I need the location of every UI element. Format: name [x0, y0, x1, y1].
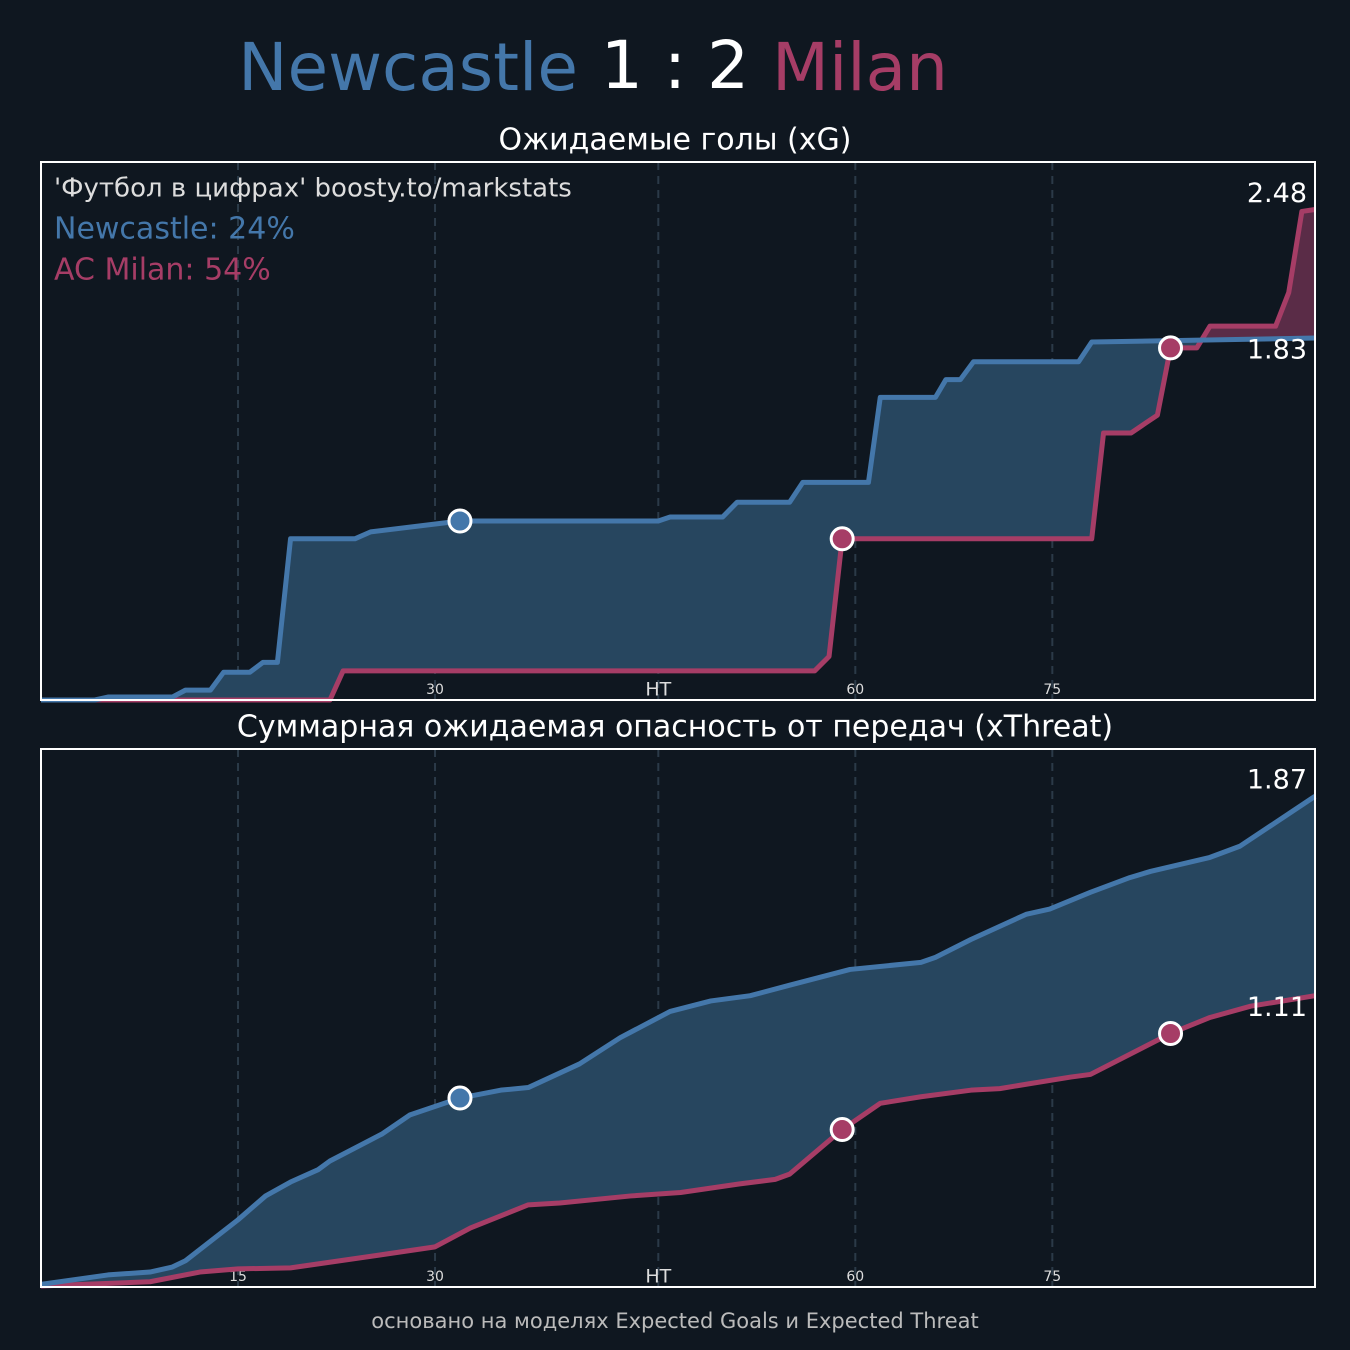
x-tick-label: 75	[1043, 1269, 1061, 1285]
x-tick-label: 60	[846, 682, 864, 698]
away-team: Milan	[772, 29, 948, 106]
annotation: Newcastle: 24%	[54, 212, 295, 247]
x-tick-label: 30	[426, 682, 444, 698]
end-value-label: 1.83	[1247, 335, 1307, 366]
x-tick-label: 30	[426, 1269, 444, 1285]
x-tick-label: HT	[645, 1266, 671, 1288]
annotation: AC Milan: 54%	[54, 253, 271, 288]
goal-marker	[1158, 1020, 1184, 1046]
goal-marker	[829, 1117, 855, 1143]
goal-marker	[447, 1085, 473, 1111]
series-line	[40, 993, 1316, 1289]
goal-marker	[829, 526, 855, 552]
series-line	[41, 206, 1316, 703]
end-value-label: 2.48	[1247, 178, 1307, 209]
x-tick-label: HT	[645, 679, 671, 701]
end-value-label: 1.11	[1247, 992, 1307, 1023]
goal-marker	[447, 508, 473, 534]
score: 1 : 2	[601, 27, 749, 104]
series-line	[40, 794, 1317, 1287]
panel-frame	[40, 161, 1316, 701]
home-team: Newcastle	[238, 29, 578, 106]
chart-title: Ожидаемые голы (xG)	[499, 123, 852, 158]
x-tick-label: 15	[229, 1269, 247, 1285]
x-tick-label: 75	[1043, 682, 1061, 698]
x-tick-label: 60	[846, 1269, 864, 1285]
footer: основано на моделях Expected Goals и Exp…	[371, 1309, 978, 1333]
panel-frame	[40, 748, 1316, 1288]
annotation: 'Футбол в цифрах' boosty.to/markstats	[54, 174, 572, 204]
chart-title: Суммарная ожидаемая опасность от передач…	[237, 710, 1113, 745]
series-line	[41, 335, 1316, 703]
end-value-label: 1.87	[1247, 765, 1307, 796]
goal-marker	[1158, 335, 1184, 361]
